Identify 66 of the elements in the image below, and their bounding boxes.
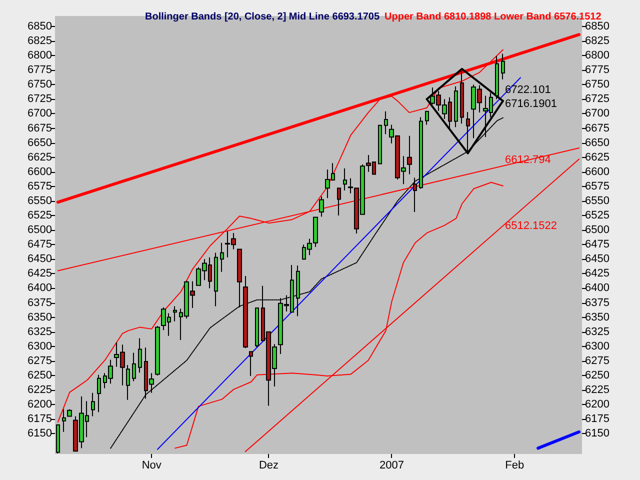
- chart-subtitle: Upper Band 6810.1898 Lower Band 6576.1512: [384, 12, 602, 22]
- y2-tick-label: 6825: [585, 35, 610, 48]
- y-tick-label: 6750: [28, 78, 52, 91]
- x-tick-label: 2007: [379, 460, 404, 472]
- y-tick-label: 6500: [28, 224, 52, 236]
- y2-tick-label: 6675: [585, 122, 610, 134]
- y2-tick-label: 6750: [585, 78, 610, 91]
- y-tick-label: 6350: [28, 311, 52, 324]
- y-tick-label: 6150: [28, 428, 52, 440]
- y-tick-label: 6575: [28, 180, 52, 192]
- y-tick-label: 6450: [28, 253, 52, 266]
- y-tick-label: 6725: [28, 93, 52, 106]
- y-tick-label: 6275: [28, 354, 52, 367]
- chart-title: Bollinger Bands [20, Close, 2] Mid Line 6693.1705: [145, 12, 380, 22]
- y2-tick-label: 6300: [585, 340, 610, 352]
- y-tick-label: 6675: [28, 122, 52, 134]
- y-tick-label: 6175: [28, 413, 52, 426]
- y-tick-label: 6650: [28, 136, 52, 149]
- y2-tick-label: 6700: [585, 108, 610, 120]
- y2-tick-label: 6475: [585, 238, 610, 251]
- y-tick-label: 6825: [28, 35, 52, 48]
- y-tick-label: 6625: [28, 151, 52, 164]
- y2-tick-label: 6850: [585, 20, 610, 32]
- y2-tick-label: 6550: [585, 194, 610, 207]
- y2-tick-label: 6225: [585, 384, 610, 396]
- y2-tick-label: 6350: [585, 311, 610, 324]
- y-tick-label: 6250: [28, 369, 52, 382]
- y2-tick-label: 6275: [585, 354, 610, 367]
- y-tick-label: 6525: [28, 210, 52, 222]
- y-tick-label: 6700: [28, 108, 52, 120]
- y2-tick-label: 6450: [585, 253, 610, 266]
- y-tick-label: 6375: [28, 296, 52, 309]
- y2-tick-label: 6250: [585, 369, 610, 382]
- y2-tick-label: 6600: [585, 166, 610, 178]
- y-tick-label: 6225: [28, 384, 52, 396]
- y2-tick-label: 6775: [585, 64, 610, 76]
- y2-tick-label: 6725: [585, 93, 610, 106]
- y2-tick-label: 6575: [585, 180, 610, 192]
- y-tick-label: 6550: [28, 194, 52, 207]
- annotation: 6716.1901: [505, 98, 557, 110]
- y2-tick-label: 6375: [585, 296, 610, 309]
- y2-tick-label: 6150: [585, 428, 610, 440]
- y-tick-label: 6775: [28, 64, 52, 76]
- y2-tick-label: 6325: [585, 326, 610, 338]
- y-tick-label: 6800: [28, 50, 52, 62]
- y2-tick-label: 6800: [585, 50, 610, 62]
- y2-tick-label: 6200: [585, 398, 610, 411]
- y2-tick-label: 6525: [585, 210, 610, 222]
- annotation: 6512.1522: [505, 220, 557, 232]
- x-tick-label: Nov: [142, 460, 162, 472]
- y-tick-label: 6425: [28, 268, 52, 280]
- y-tick-label: 6400: [28, 282, 52, 294]
- y-tick-label: 6200: [28, 398, 52, 411]
- y2-tick-label: 6175: [585, 413, 610, 426]
- x-tick-label: Feb: [505, 460, 524, 472]
- y2-tick-label: 6425: [585, 268, 610, 280]
- x-tick-label: Dez: [258, 460, 279, 472]
- y2-tick-label: 6500: [585, 224, 610, 236]
- y2-tick-label: 6400: [585, 282, 610, 294]
- y2-tick-label: 6625: [585, 151, 610, 164]
- y-tick-label: 6850: [28, 20, 52, 32]
- y-tick-label: 6600: [28, 166, 52, 178]
- y-tick-label: 6475: [28, 238, 52, 251]
- y2-tick-label: 6650: [585, 136, 610, 149]
- y-tick-label: 6325: [28, 326, 52, 338]
- y-tick-label: 6300: [28, 340, 52, 352]
